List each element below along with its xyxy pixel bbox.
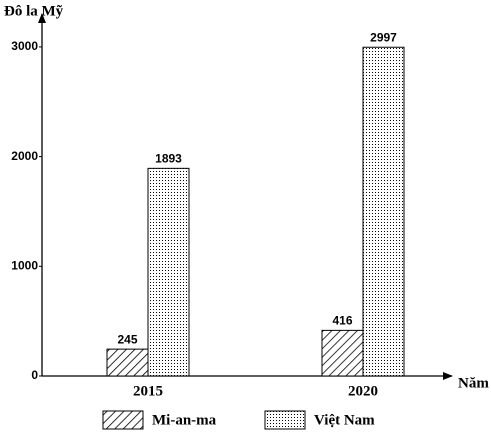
value-label: 245	[117, 332, 137, 346]
x-tick-label: 2015	[133, 383, 163, 399]
bar	[106, 348, 149, 377]
value-label: 416	[332, 314, 352, 328]
legend-swatch	[102, 410, 144, 430]
value-label: 2997	[370, 30, 397, 44]
value-label: 1893	[155, 152, 182, 166]
legend-swatch	[264, 410, 306, 430]
y-tick-label: 1000	[11, 258, 38, 272]
bar	[321, 329, 364, 377]
x-tick-label: 2020	[348, 383, 378, 399]
y-axis-label: Đô la Mỹ	[4, 3, 64, 19]
x-axis-label: Năm	[458, 375, 489, 391]
legend-label: Việt Nam	[314, 412, 375, 428]
bar	[147, 167, 190, 377]
bar	[362, 46, 405, 377]
y-tick-label: 3000	[11, 39, 38, 53]
legend-label: Mi-an-ma	[152, 412, 217, 428]
y-tick-label: 2000	[11, 149, 38, 163]
y-tick-label: 0	[31, 368, 38, 382]
